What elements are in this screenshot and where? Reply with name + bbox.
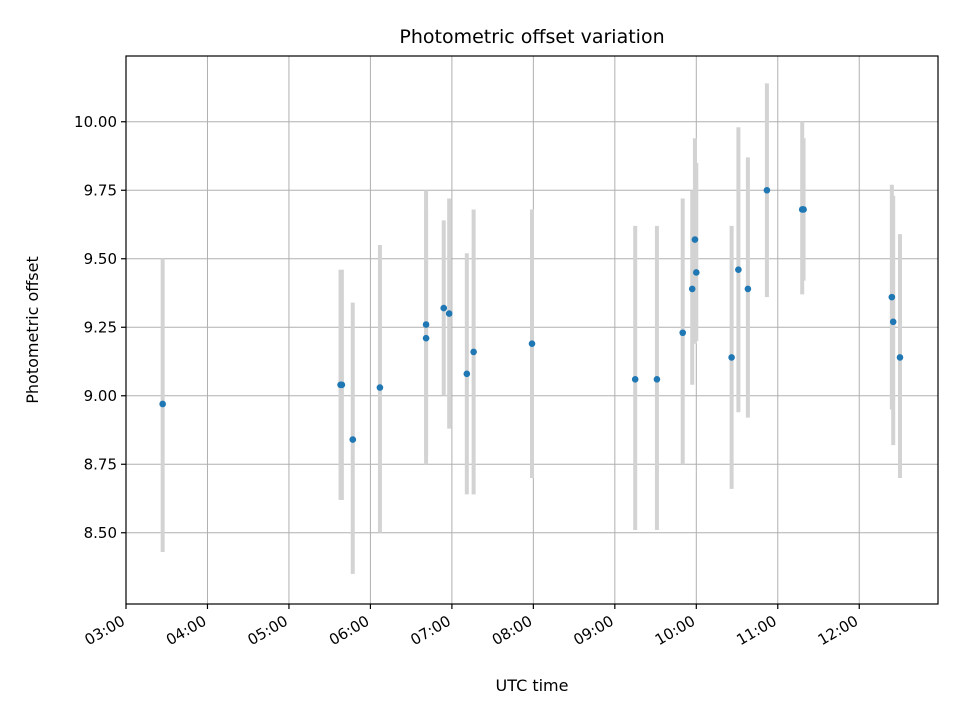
data-point <box>376 384 384 391</box>
data-point <box>338 381 346 389</box>
data-point <box>422 321 430 328</box>
data-point <box>888 293 896 301</box>
data-point <box>159 400 166 408</box>
y-tick-label: 8.75 <box>84 455 117 473</box>
data-point <box>679 329 687 337</box>
data-points <box>159 186 904 443</box>
y-tick-label: 9.75 <box>84 181 117 199</box>
y-tick-label: 9.25 <box>84 318 117 336</box>
y-tick-label: 9.50 <box>84 250 117 268</box>
data-point <box>691 236 699 243</box>
data-point <box>445 310 453 317</box>
data-point <box>688 285 696 293</box>
data-point <box>463 370 471 378</box>
data-point <box>349 436 357 443</box>
data-point <box>422 334 430 342</box>
data-point <box>800 206 807 213</box>
y-tick-label: 9.00 <box>84 387 117 405</box>
y-tick-label: 10.00 <box>74 113 117 131</box>
x-axis-label: UTC time <box>496 676 569 695</box>
data-point <box>653 376 661 383</box>
data-point <box>763 186 771 194</box>
data-point <box>728 354 735 361</box>
data-point <box>631 376 639 383</box>
plot-frame <box>125 55 939 605</box>
data-point <box>896 354 904 361</box>
y-tick-label: 8.50 <box>84 524 117 542</box>
data-point <box>440 304 448 312</box>
y-axis-label: Photometric offset <box>23 256 42 404</box>
data-point <box>744 285 752 293</box>
data-point <box>735 266 742 274</box>
y-axis-ticks: 8.50 8.75 9.00 9.25 9.50 9.75 10.00 <box>74 113 126 542</box>
data-point <box>693 269 700 276</box>
data-point <box>470 348 477 356</box>
chart-title: Photometric offset variation <box>399 26 664 48</box>
data-point <box>528 340 536 348</box>
data-point <box>889 318 897 326</box>
